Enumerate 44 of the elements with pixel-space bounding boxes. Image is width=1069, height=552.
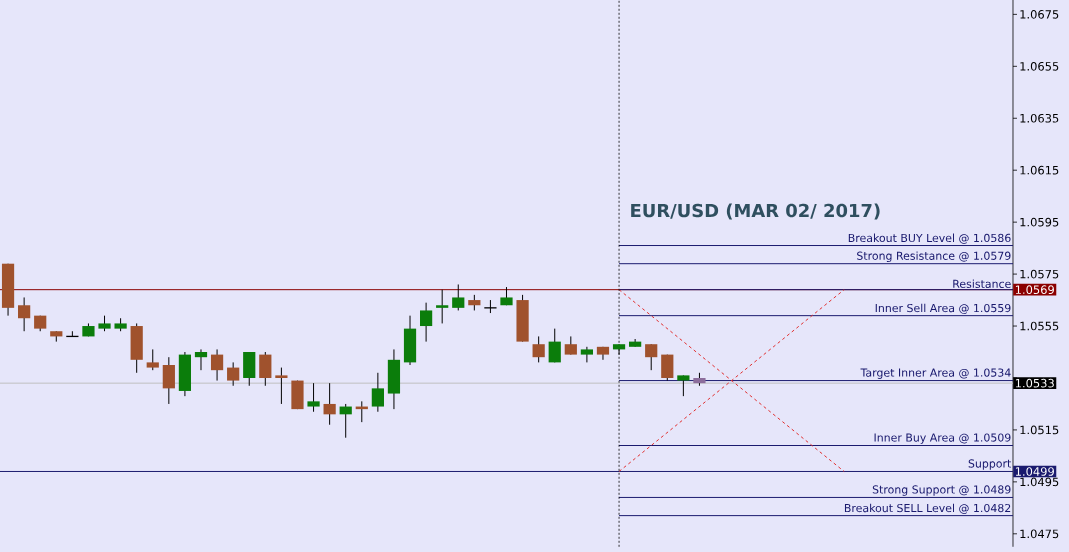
candlestick (323, 382, 336, 426)
ref-line-label: Support (968, 459, 1012, 470)
candlestick (532, 335, 545, 363)
candlestick (564, 335, 577, 356)
candlestick (227, 361, 240, 387)
ref-line-label: Inner Buy Area @ 1.0509 (874, 433, 1011, 444)
text: EUR/USD (MAR 02/ 2017) (631, 203, 880, 220)
y-tick-label: 1.0515 (1020, 425, 1059, 435)
y-tick-label: 1.0595 (1020, 217, 1059, 227)
ref-line-label: Target Inner Area @ 1.0534 (860, 368, 1011, 379)
text: 1.0499 (1015, 467, 1054, 476)
candlestick (146, 348, 159, 371)
candlestick (275, 367, 288, 405)
y-tick-label: 1.0675 (1020, 10, 1059, 19)
candlestick (18, 296, 31, 332)
candlestick (677, 374, 690, 397)
candlestick (548, 328, 561, 363)
candlestick (194, 348, 208, 371)
candlestick (307, 382, 320, 413)
candlestick (580, 346, 593, 363)
ref-line-label: Breakout BUY Level @ 1.0586 (848, 233, 1011, 244)
candlestick (210, 348, 224, 382)
candlestick (452, 283, 465, 311)
y-tick-label: 1.0615 (1020, 165, 1059, 175)
text: 1.0569 (1015, 285, 1054, 294)
y-tick-label: 1.0555 (1020, 321, 1059, 331)
ref-line-label: Strong Resistance @ 1.0579 (857, 251, 1011, 262)
text: 1.0533 (1015, 378, 1054, 388)
ref-line-label: Strong Support @ 1.0489 (872, 485, 1011, 496)
candlestick (371, 372, 384, 413)
ref-line-label: Resistance (953, 279, 1011, 288)
y-tick-label: 1.0475 (1020, 529, 1059, 539)
ref-line-label: Inner Sell Area @ 1.0559 (875, 303, 1011, 314)
candlestick (661, 354, 674, 382)
candlestick (259, 351, 272, 387)
y-tick-label: 1.0495 (1020, 477, 1059, 487)
y-tick-label: 1.0575 (1020, 269, 1059, 279)
candlestick (436, 289, 449, 324)
y-tick-label: 1.0635 (1020, 113, 1059, 123)
ref-line-label: Breakout SELL Level @ 1.0482 (844, 503, 1011, 514)
y-tick-label: 1.0655 (1020, 61, 1059, 71)
candlestick (162, 356, 175, 405)
candlestick (645, 343, 658, 371)
candlestick (419, 302, 433, 343)
